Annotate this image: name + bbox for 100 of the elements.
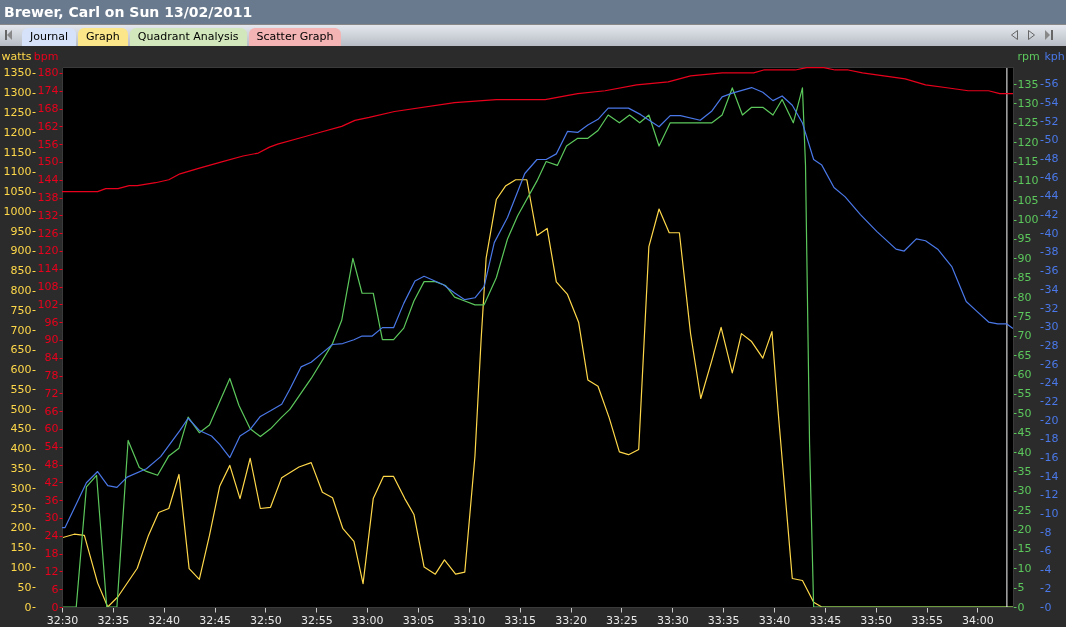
y2-tick-label: 30	[1017, 484, 1032, 498]
y2-tick-label: 90	[1017, 251, 1032, 265]
y-tick-label: 66	[44, 404, 59, 418]
y2-tick-label: 75	[1017, 309, 1032, 323]
y2-tick-label: 28	[1044, 338, 1059, 352]
y-tick-label: 550	[10, 382, 32, 396]
y2-axis-title: kph	[1044, 49, 1065, 63]
y2-tick-label: 50	[1044, 133, 1059, 147]
y2-tick-label: 95	[1017, 232, 1032, 246]
y-tick-label: 0	[51, 600, 59, 614]
x-tick-label: 32:40	[148, 613, 181, 627]
x-tick-label: 33:40	[758, 613, 791, 627]
y-tick-label: 138	[37, 191, 59, 205]
x-tick-label: 33:05	[402, 613, 435, 627]
y-tick-label: 162	[37, 119, 59, 133]
y-tick-label: 114	[37, 262, 59, 276]
y2-tick-label: 6	[1044, 544, 1052, 558]
y-tick-label: 78	[44, 369, 59, 383]
y-tick-label: 120	[37, 244, 59, 258]
y2-tick-label: 85	[1017, 271, 1032, 285]
y-tick-label: 54	[44, 440, 59, 454]
y2-tick-label: 80	[1017, 290, 1032, 304]
y-tick-label: 42	[44, 475, 59, 489]
y2-tick-label: 20	[1017, 523, 1032, 537]
y-tick-label: 400	[10, 442, 32, 456]
y2-tick-label: 24	[1044, 376, 1059, 390]
x-tick-label: 32:50	[250, 613, 282, 627]
y2-tick-label: 14	[1044, 469, 1059, 483]
y-tick-label: 126	[37, 226, 59, 240]
y2-axis-title: rpm	[1017, 49, 1040, 63]
y2-tick-label: 34	[1044, 282, 1059, 296]
y2-tick-label: 10	[1044, 507, 1059, 521]
y-tick-label: 30	[44, 511, 59, 525]
y-tick-label: 700	[10, 323, 32, 337]
text: Journal	[22, 28, 77, 46]
y-tick-label: 300	[10, 481, 32, 495]
y-tick-label: 144	[37, 173, 59, 187]
y2-tick-label: 45	[1017, 426, 1032, 440]
y-tick-label: 174	[37, 84, 59, 98]
x-tick-label: 32:45	[199, 613, 231, 627]
y-tick-label: 90	[44, 333, 59, 347]
y2-tick-label: 35	[1017, 464, 1032, 478]
y-tick-label: 500	[10, 402, 32, 416]
y2-tick-label: 15	[1017, 542, 1032, 556]
y2-tick-label: 46	[1044, 170, 1059, 184]
y-tick-label: 150	[37, 155, 59, 169]
x-tick-label: 33:35	[707, 613, 740, 627]
y-tick-label: 1150	[3, 145, 32, 159]
y2-tick-label: 48	[1044, 152, 1059, 166]
line-series	[62, 67, 1013, 193]
y2-tick-label: 40	[1044, 226, 1059, 240]
y2-tick-label: 120	[1017, 135, 1039, 149]
y-tick-label: 100	[10, 560, 32, 574]
y-tick-label: 6	[51, 582, 59, 596]
y-tick-label: 48	[44, 458, 59, 472]
y-tick-label: 350	[10, 462, 32, 476]
y-tick-label: 150	[10, 541, 32, 555]
y2-tick-label: 36	[1044, 264, 1059, 278]
y2-tick-label: 105	[1017, 193, 1039, 207]
y2-tick-label: 0	[1044, 600, 1052, 614]
y2-tick-label: 16	[1044, 451, 1059, 465]
y-tick-label: 250	[10, 501, 32, 515]
y-tick-label: 1000	[3, 204, 32, 218]
y-axis-title: bpm	[33, 49, 59, 63]
y-tick-label: 1100	[3, 165, 32, 179]
y2-tick-label: 115	[1017, 155, 1039, 169]
x-tick-label: 33:50	[860, 613, 893, 627]
x-tick-label: 34:00	[962, 613, 994, 627]
y-tick-label: 1250	[3, 105, 32, 119]
y-tick-label: 1350	[3, 66, 32, 80]
y-tick-label: 850	[10, 264, 32, 278]
x-tick-label: 33:15	[504, 613, 537, 627]
y2-tick-label: 8	[1044, 525, 1052, 539]
y-tick-label: 156	[37, 137, 59, 151]
y-tick-label: 1050	[3, 185, 32, 199]
y2-tick-label: 40	[1017, 445, 1032, 459]
text: Graph	[78, 28, 128, 46]
y2-tick-label: 52	[1044, 114, 1059, 128]
y2-tick-label: 12	[1044, 488, 1059, 502]
y-tick-label: 600	[10, 363, 32, 377]
line-series	[62, 86, 1013, 529]
y2-tick-label: 55	[1017, 387, 1032, 401]
y-tick-label: 750	[10, 303, 32, 317]
y-tick-label: 200	[10, 521, 32, 535]
y2-tick-label: 2	[1044, 581, 1052, 595]
y2-tick-label: 100	[1017, 213, 1039, 227]
y-tick-label: 800	[10, 284, 32, 298]
x-tick-label: 33:00	[351, 613, 384, 627]
y-tick-label: 180	[37, 66, 59, 80]
y2-tick-label: 5	[1017, 581, 1025, 595]
y2-tick-label: 26	[1044, 357, 1059, 371]
y-tick-label: 950	[10, 224, 32, 238]
y2-tick-label: 130	[1017, 96, 1039, 110]
y2-tick-label: 50	[1017, 406, 1032, 420]
x-tick-label: 33:45	[809, 613, 842, 627]
y-axis-title: watts	[1, 49, 32, 63]
y2-tick-label: 0	[1017, 600, 1025, 614]
x-tick-label: 33:55	[911, 613, 943, 627]
y2-tick-label: 38	[1044, 245, 1059, 259]
x-tick-label: 33:20	[555, 613, 587, 627]
